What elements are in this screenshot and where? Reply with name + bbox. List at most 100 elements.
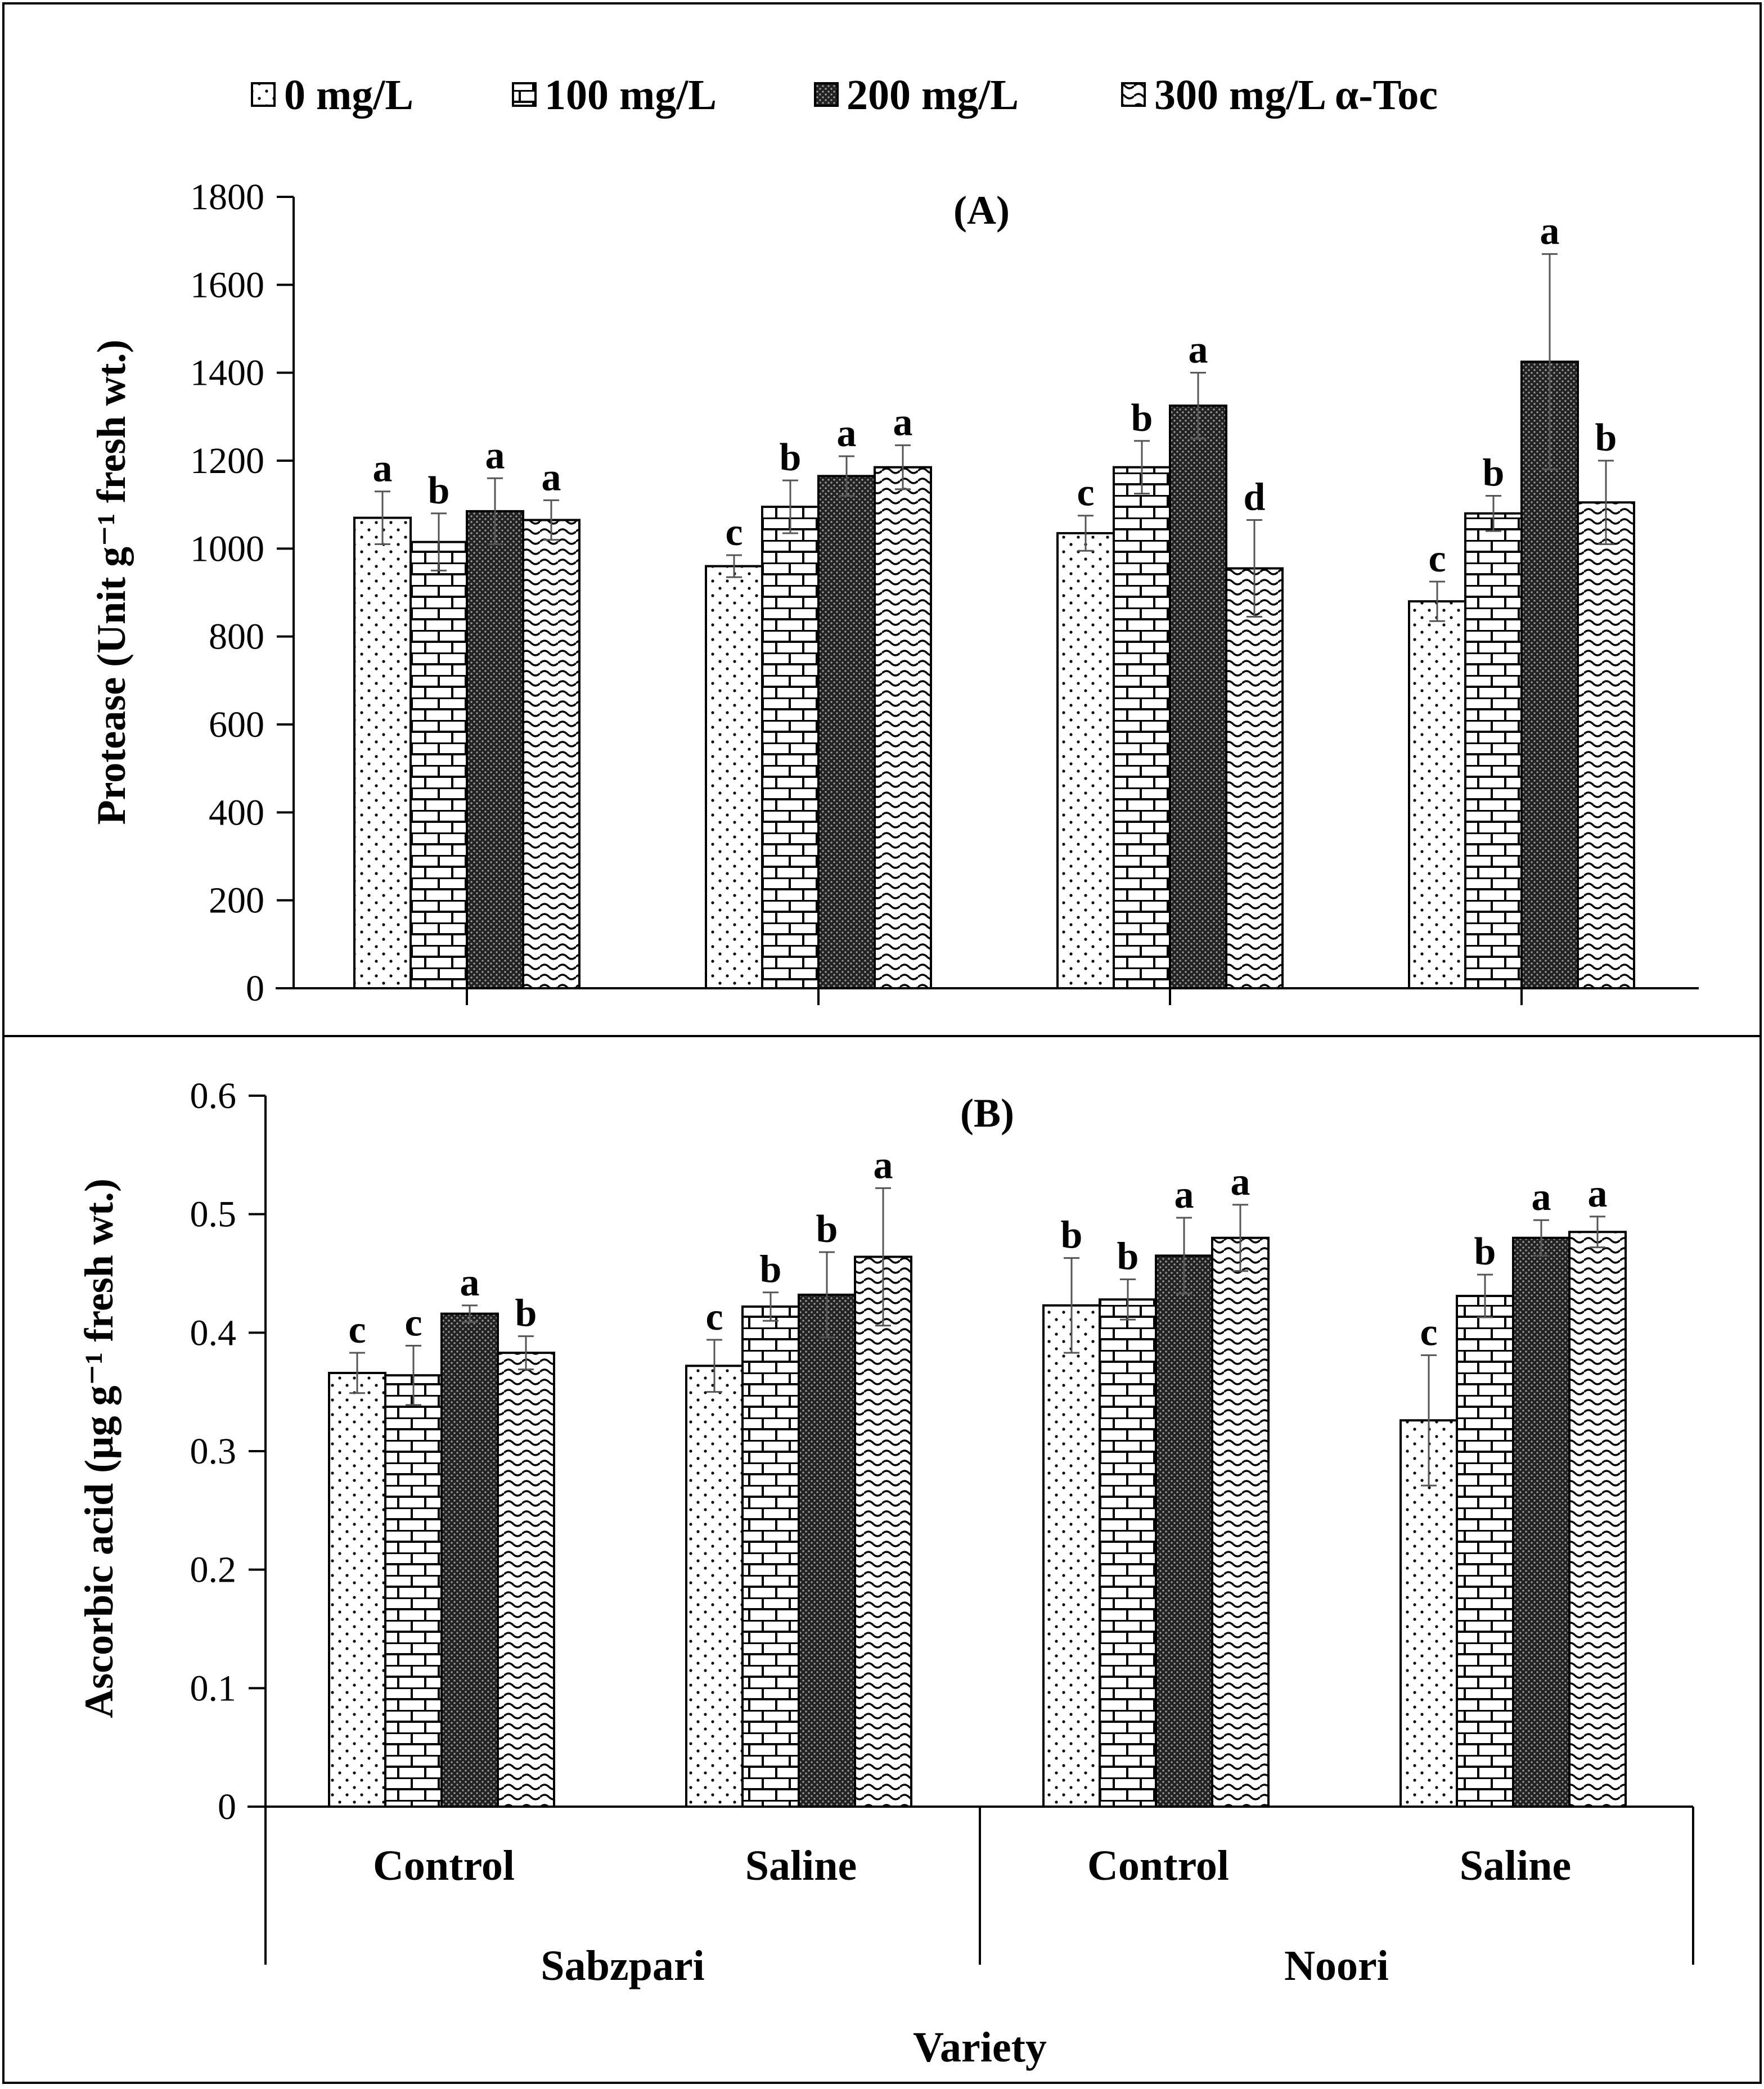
panel-a-bar-noori-saline-300mg bbox=[1577, 501, 1635, 989]
panel-b-bar-sabzpari-control-300mg bbox=[497, 1352, 555, 1808]
panel-b-sig-letter-noori-control-200mg: a bbox=[1174, 1173, 1194, 1217]
panel-b-y-tick-label: 0.3 bbox=[190, 1431, 237, 1472]
panel-a-sig-letter-sabzpari-control-300mg: a bbox=[542, 456, 561, 499]
panel-b-sig-letter-sabzpari-control-200mg: a bbox=[460, 1261, 480, 1304]
legend-item-0: 0 mg/L bbox=[251, 71, 413, 119]
panel-a-y-ticks: 0 200 400 600 800 1000 1200 1400 1600 1800 bbox=[190, 177, 1523, 1009]
panel-b-frame bbox=[2, 1035, 1762, 2084]
panel-a-bar-sabzpari-control-200mg bbox=[466, 510, 524, 989]
legend-label-100-mg: 100 mg/L bbox=[544, 71, 717, 119]
panel-a-y-tick-label: 1800 bbox=[190, 177, 264, 218]
panel-a-sig-letter-sabzpari-control-0mg: a bbox=[373, 447, 393, 490]
panel-b-sig-letter-noori-saline-0mg: c bbox=[1420, 1311, 1437, 1354]
panel-b-bar-sabzpari-saline-200mg bbox=[798, 1293, 856, 1808]
panel-a-bar-noori-saline-0mg bbox=[1408, 600, 1466, 989]
panel-a-bar-sabzpari-saline-300mg bbox=[874, 466, 932, 989]
panel-b-sig-letter-noori-saline-200mg: a bbox=[1532, 1176, 1551, 1219]
panel-a-y-tick-label: 1000 bbox=[190, 528, 264, 569]
panel-a-bar-sabzpari-control-300mg bbox=[522, 519, 580, 989]
panel-b-bar-noori-control-0mg bbox=[1042, 1304, 1101, 1808]
panel-a-y-tick-label: 1400 bbox=[190, 353, 264, 394]
panel-b-bar-sabzpari-saline-100mg bbox=[741, 1305, 800, 1808]
panel-b-bar-sabzpari-control-100mg bbox=[384, 1374, 443, 1808]
legend-swatch-200-mg bbox=[814, 82, 839, 107]
panel-b-sig-letter-sabzpari-saline-0mg: c bbox=[705, 1295, 723, 1339]
panel-a-y-tick-label: 400 bbox=[209, 792, 264, 833]
panel-b-bar-noori-saline-100mg bbox=[1456, 1295, 1514, 1808]
panel-b-sig-letter-sabzpari-control-100mg: c bbox=[404, 1302, 422, 1345]
legend-swatch-100-mg bbox=[512, 82, 537, 107]
panel-b-y-tick-label: 0.1 bbox=[190, 1668, 237, 1709]
panel-b-bar-noori-control-200mg bbox=[1155, 1254, 1213, 1808]
panel-b-y-tick-label: 0.6 bbox=[190, 1075, 237, 1116]
legend-swatch-0-mg bbox=[251, 82, 276, 107]
legend-swatch-300-mg bbox=[1121, 82, 1146, 107]
x-axis-title: Variety bbox=[913, 2024, 1047, 2071]
panel-b-y-tick-label: 0 bbox=[218, 1786, 236, 1827]
treatment-label-sabzpari-saline: Saline bbox=[745, 1842, 857, 1889]
panel-b-y-tick-label: 0.2 bbox=[190, 1550, 237, 1591]
panel-a-y-tick-label: 800 bbox=[209, 616, 264, 658]
panel-a-sig-letter-sabzpari-saline-100mg: b bbox=[780, 436, 802, 479]
panel-a-sig-letter-sabzpari-saline-300mg: a bbox=[893, 401, 913, 444]
panel-a-sig-letter-noori-saline-300mg: b bbox=[1595, 416, 1617, 460]
treatment-label-noori-saline: Saline bbox=[1460, 1842, 1572, 1889]
panel-a-sig-letter-noori-control-300mg: d bbox=[1244, 476, 1266, 519]
panel-b-sig-letter-sabzpari-saline-300mg: a bbox=[874, 1143, 893, 1187]
panel-a-bar-noori-control-100mg bbox=[1113, 466, 1171, 989]
panel-a-bar-noori-control-0mg bbox=[1056, 532, 1115, 989]
panel-b-bar-noori-saline-300mg bbox=[1568, 1231, 1627, 1808]
panel-a-label: (A) bbox=[953, 188, 1010, 233]
treatment-label-noori-control: Control bbox=[1087, 1842, 1229, 1889]
panel-b-sig-letter-sabzpari-control-0mg: c bbox=[348, 1308, 366, 1352]
panel-a-y-tick-label: 1200 bbox=[190, 440, 264, 481]
panel-a-y-tick-label: 0 bbox=[246, 968, 264, 1009]
panel-a-sig-letter-noori-saline-0mg: c bbox=[1428, 537, 1446, 580]
panel-b-sig-letter-noori-saline-100mg: b bbox=[1474, 1230, 1496, 1273]
panel-b-bar-sabzpari-control-200mg bbox=[440, 1312, 499, 1808]
panel-b-bar-noori-saline-200mg bbox=[1512, 1236, 1570, 1808]
panel-b-sig-letter-noori-saline-300mg: a bbox=[1588, 1172, 1608, 1215]
panel-a-sig-letter-sabzpari-saline-200mg: a bbox=[837, 412, 857, 455]
panel-b-sig-letter-noori-control-300mg: a bbox=[1231, 1160, 1250, 1204]
panel-a-sig-letter-noori-control-200mg: a bbox=[1189, 328, 1208, 372]
legend-label-0-mg: 0 mg/L bbox=[284, 71, 413, 119]
panel-b-sig-letter-sabzpari-saline-200mg: b bbox=[816, 1208, 838, 1251]
legend: 0 mg/L 100 mg/L 200 mg/L 300 mg/L α-Toc bbox=[251, 71, 1438, 119]
panel-a-bar-sabzpari-saline-100mg bbox=[761, 506, 820, 989]
panel-b-sig-letter-sabzpari-control-300mg: b bbox=[515, 1292, 537, 1335]
panel-a-bar-noori-control-200mg bbox=[1169, 404, 1227, 990]
treatment-label-sabzpari-control: Control bbox=[373, 1842, 515, 1889]
panel-a-bar-noori-saline-100mg bbox=[1464, 512, 1523, 989]
panel-b-label: (B) bbox=[960, 1091, 1014, 1136]
panel-a-y-tick-label: 600 bbox=[209, 704, 264, 745]
legend-label-300-mg: 300 mg/L α-Toc bbox=[1154, 71, 1438, 119]
panel-a-sig-letter-noori-saline-100mg: b bbox=[1483, 452, 1505, 495]
panel-a-sig-letter-noori-control-0mg: c bbox=[1077, 471, 1094, 515]
panel-a-bar-sabzpari-control-100mg bbox=[410, 541, 468, 989]
panel-a-bar-noori-control-300mg bbox=[1225, 567, 1284, 989]
panel-a-sig-letter-sabzpari-saline-0mg: c bbox=[725, 511, 742, 554]
legend-item-300: 300 mg/L α-Toc bbox=[1121, 71, 1438, 119]
panel-b-sig-letter-noori-control-100mg: b bbox=[1117, 1235, 1139, 1278]
panel-a-y-axis-title: Protease (Unit g⁻¹ fresh wt.) bbox=[89, 340, 134, 825]
panel-b-y-tick-label: 0.5 bbox=[190, 1194, 237, 1235]
panel-a-sig-letter-sabzpari-control-100mg: b bbox=[428, 469, 450, 512]
panel-b-y-ticks: 0 0.1 0.2 0.3 0.4 0.5 0.6 bbox=[190, 1075, 266, 1827]
panel-a-sig-letter-noori-control-100mg: b bbox=[1131, 397, 1153, 440]
panel-a-y-tick-label: 200 bbox=[209, 880, 264, 921]
legend-item-200: 200 mg/L bbox=[814, 71, 1019, 119]
panel-b-y-tick-label: 0.4 bbox=[190, 1312, 237, 1353]
panel-a-sig-letter-sabzpari-control-200mg: a bbox=[485, 434, 505, 477]
panel-a-bar-sabzpari-saline-200mg bbox=[817, 475, 876, 989]
panel-a-sig-letter-noori-saline-200mg: a bbox=[1540, 210, 1560, 253]
legend-label-200-mg: 200 mg/L bbox=[847, 71, 1019, 119]
panel-b-sig-letter-noori-control-0mg: b bbox=[1061, 1214, 1083, 1257]
panel-b-bar-sabzpari-control-0mg bbox=[328, 1371, 386, 1808]
panel-a: (A) Protease (Unit g⁻¹ fresh wt.) 0 200 40… bbox=[89, 177, 1699, 1009]
panel-a-bar-sabzpari-saline-0mg bbox=[705, 565, 763, 989]
